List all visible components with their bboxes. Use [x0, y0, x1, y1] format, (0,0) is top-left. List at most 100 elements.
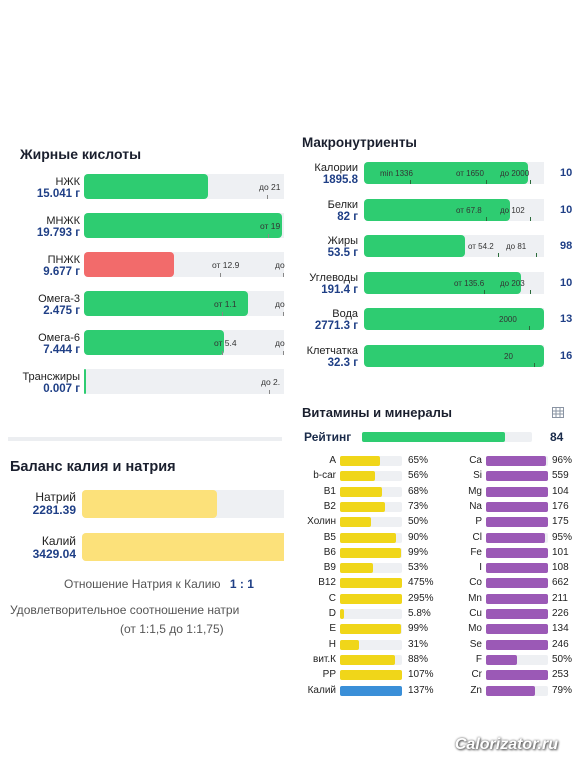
- fatty-acid-tick: [267, 195, 268, 199]
- vitamin-name: вит.К: [313, 653, 336, 665]
- vitamin-name: Na: [469, 500, 482, 512]
- macro-name: Калории: [314, 162, 358, 174]
- vitamin-bar-fill: [340, 685, 402, 696]
- vitamin-percent: 99%: [408, 546, 429, 558]
- macro-side-value: 10: [560, 276, 573, 289]
- vitamin-name: B6: [323, 546, 336, 558]
- macro-threshold: min 1336: [380, 169, 413, 178]
- vitamin-percent: 50%: [408, 516, 429, 528]
- vitamins-title: Витамины и минералы: [302, 405, 452, 420]
- rating-value: 84: [550, 430, 564, 444]
- vitamin-percent: 108: [552, 562, 569, 574]
- vitamin-name: B12: [318, 577, 336, 589]
- vitamin-percent: 90%: [408, 531, 429, 543]
- fatty-acid-name: Омега-3: [38, 293, 80, 305]
- vitamin-percent: 31%: [408, 638, 429, 650]
- potassium-bar-fill: [82, 533, 284, 561]
- vitamin-percent: 95%: [552, 531, 573, 543]
- vitamin-bar-fill: [486, 547, 548, 558]
- fatty-acid-value: 2.475 г: [43, 305, 80, 317]
- ratio-note-line1: Удовлетворительное соотношение натри: [10, 603, 240, 617]
- vitamin-name: Калий: [307, 684, 336, 696]
- vitamin-name: Mo: [468, 623, 482, 635]
- fatty-acid-threshold: до: [275, 338, 285, 348]
- fatty-acid-value: 15.041 г: [36, 188, 80, 200]
- macro-side-value: 13: [560, 313, 573, 325]
- fatty-acids-title: Жирные кислоты: [20, 146, 142, 162]
- vitamin-name: B1: [323, 485, 336, 497]
- vitamin-bar-fill: [486, 456, 546, 466]
- vitamin-name: B5: [323, 531, 336, 543]
- vitamin-bar-fill: [340, 471, 375, 482]
- vitamin-percent: 246: [552, 638, 569, 650]
- rating-label: Рейтинг: [304, 430, 352, 444]
- macro-threshold: 20: [504, 351, 513, 361]
- macro-value: 2771.3 г: [314, 320, 358, 332]
- vitamin-percent: 211: [552, 592, 568, 604]
- fatty-acid-value: 0.007 г: [43, 383, 80, 395]
- vitamin-percent: 176: [552, 500, 569, 512]
- vitamin-bar-fill: [340, 593, 402, 604]
- fatty-acid-name: ПНЖК: [47, 254, 80, 266]
- vitamin-bar-track: [340, 517, 402, 528]
- vitamin-bar-fill: [486, 624, 548, 635]
- vitamin-bar-fill: [486, 501, 548, 512]
- fatty-acid-name: Трансжиры: [22, 371, 80, 383]
- macro-threshold: до 203: [500, 278, 525, 288]
- vitamin-bar-fill: [340, 639, 360, 650]
- vitamin-percent: 65%: [408, 455, 429, 466]
- macro-tick: [486, 180, 487, 184]
- fatty-acid-value: 7.444 г: [43, 344, 80, 356]
- vitamin-percent: 137%: [408, 684, 434, 696]
- vitamin-bar-fill: [340, 624, 402, 635]
- vitamin-bar-fill: [486, 685, 535, 696]
- vitamin-percent: 253: [552, 669, 569, 681]
- macro-bar-fill: [364, 271, 521, 294]
- vitamin-bar-fill: [486, 471, 548, 482]
- macro-value: 1895.8: [322, 174, 358, 186]
- fatty-acid-bar-fill: [84, 369, 86, 394]
- vitamin-name: Fe: [470, 546, 482, 558]
- sodium-bar-fill: [82, 490, 218, 518]
- table-icon[interactable]: [552, 405, 564, 418]
- vitamin-bar-fill: [340, 563, 373, 574]
- vitamin-name: b-car: [313, 470, 336, 482]
- vitamin-percent: 559: [552, 470, 569, 482]
- vitamin-name: Si: [473, 470, 482, 482]
- potassium-value: 3429.04: [32, 547, 76, 561]
- vitamin-name: H: [328, 638, 336, 650]
- vitamin-name: Cu: [469, 608, 482, 619]
- macro-threshold: 2000: [499, 315, 517, 324]
- ratio-value: 1 : 1: [229, 577, 254, 591]
- fatty-acid-tick: [269, 390, 270, 394]
- ratio-note-line2: (от 1:1,5 до 1:1,75): [120, 622, 224, 636]
- macros-title: Макронутриенты: [302, 135, 417, 150]
- vitamin-percent: 50%: [552, 653, 573, 665]
- vitamin-percent: 226: [552, 608, 569, 619]
- vitamin-bar-fill: [486, 593, 548, 604]
- macro-tick: [498, 253, 499, 257]
- sodium-value: 2281.39: [32, 503, 76, 517]
- macro-name: Клетчатка: [306, 344, 358, 357]
- fatty-acid-tick: [268, 234, 269, 238]
- fatty-acid-tick: [283, 273, 284, 277]
- vitamin-name: Mn: [468, 592, 482, 604]
- macro-bar-fill: [364, 198, 510, 221]
- macro-tick: [536, 253, 537, 257]
- vitamin-bar-fill: [486, 563, 548, 574]
- vitamins-card: Витамины и минералы Рейтинг 84 A 65% b-car…: [294, 395, 576, 696]
- macro-tick: [484, 289, 485, 294]
- vitamin-bar-fill: [340, 532, 396, 543]
- vitamin-name: Co: [469, 577, 482, 589]
- fatty-acids-card: Жирные кислоты НЖК 15.041 г до 21 МНЖК 19.79…: [8, 132, 285, 404]
- macro-value: 53.5 г: [327, 247, 358, 259]
- vitamin-bar-fill: [340, 486, 383, 497]
- vitamin-bar-fill: [486, 609, 548, 619]
- balance-title: Баланс калия и натрия: [10, 459, 176, 475]
- fatty-acid-threshold: от 1.1: [214, 299, 237, 309]
- fatty-acid-threshold: от 5.4: [214, 338, 237, 348]
- vitamin-bar-fill: [340, 517, 371, 528]
- macro-value: 82 г: [337, 210, 358, 223]
- macro-side-value: 98: [560, 240, 573, 252]
- vitamin-bar-fill: [486, 486, 548, 497]
